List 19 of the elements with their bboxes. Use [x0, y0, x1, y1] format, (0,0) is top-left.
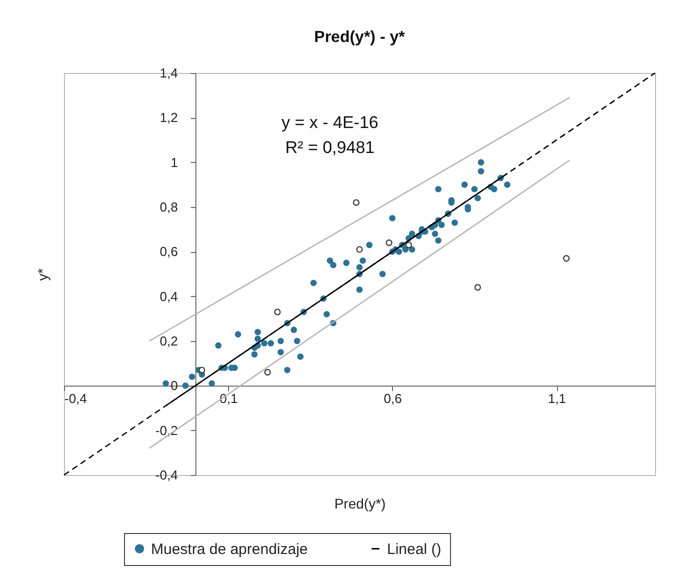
y-axis-title: y*: [34, 268, 50, 281]
annotation: y = x - 4E-16: [282, 113, 378, 132]
x-tick-label: -0,4: [64, 391, 87, 406]
y-tick-label: 0,4: [160, 288, 178, 304]
chart-title: Pred(y*) - y*: [314, 29, 406, 46]
y-tick-label: 1,2: [160, 110, 178, 126]
legend-label: Lineal (): [387, 540, 442, 558]
y-tick-label: 0,2: [160, 334, 178, 348]
y-tick-label: 1: [170, 154, 178, 170]
legend-label: Muestra de aprendizaje: [151, 540, 308, 558]
x-tick-label: 0,1: [220, 391, 238, 406]
y-tick-label: -0,4: [155, 468, 178, 482]
x-axis-title: Pred(y*): [334, 496, 386, 512]
x-tick-label: 0,6: [384, 391, 402, 406]
y-tick-label: 0,6: [160, 244, 178, 260]
x-tick-label: 1,1: [548, 391, 566, 406]
y-tick-label: 0,8: [160, 200, 178, 214]
y-tick-label: 1,4: [160, 66, 178, 80]
annotation: R² = 0,9481: [285, 138, 375, 157]
